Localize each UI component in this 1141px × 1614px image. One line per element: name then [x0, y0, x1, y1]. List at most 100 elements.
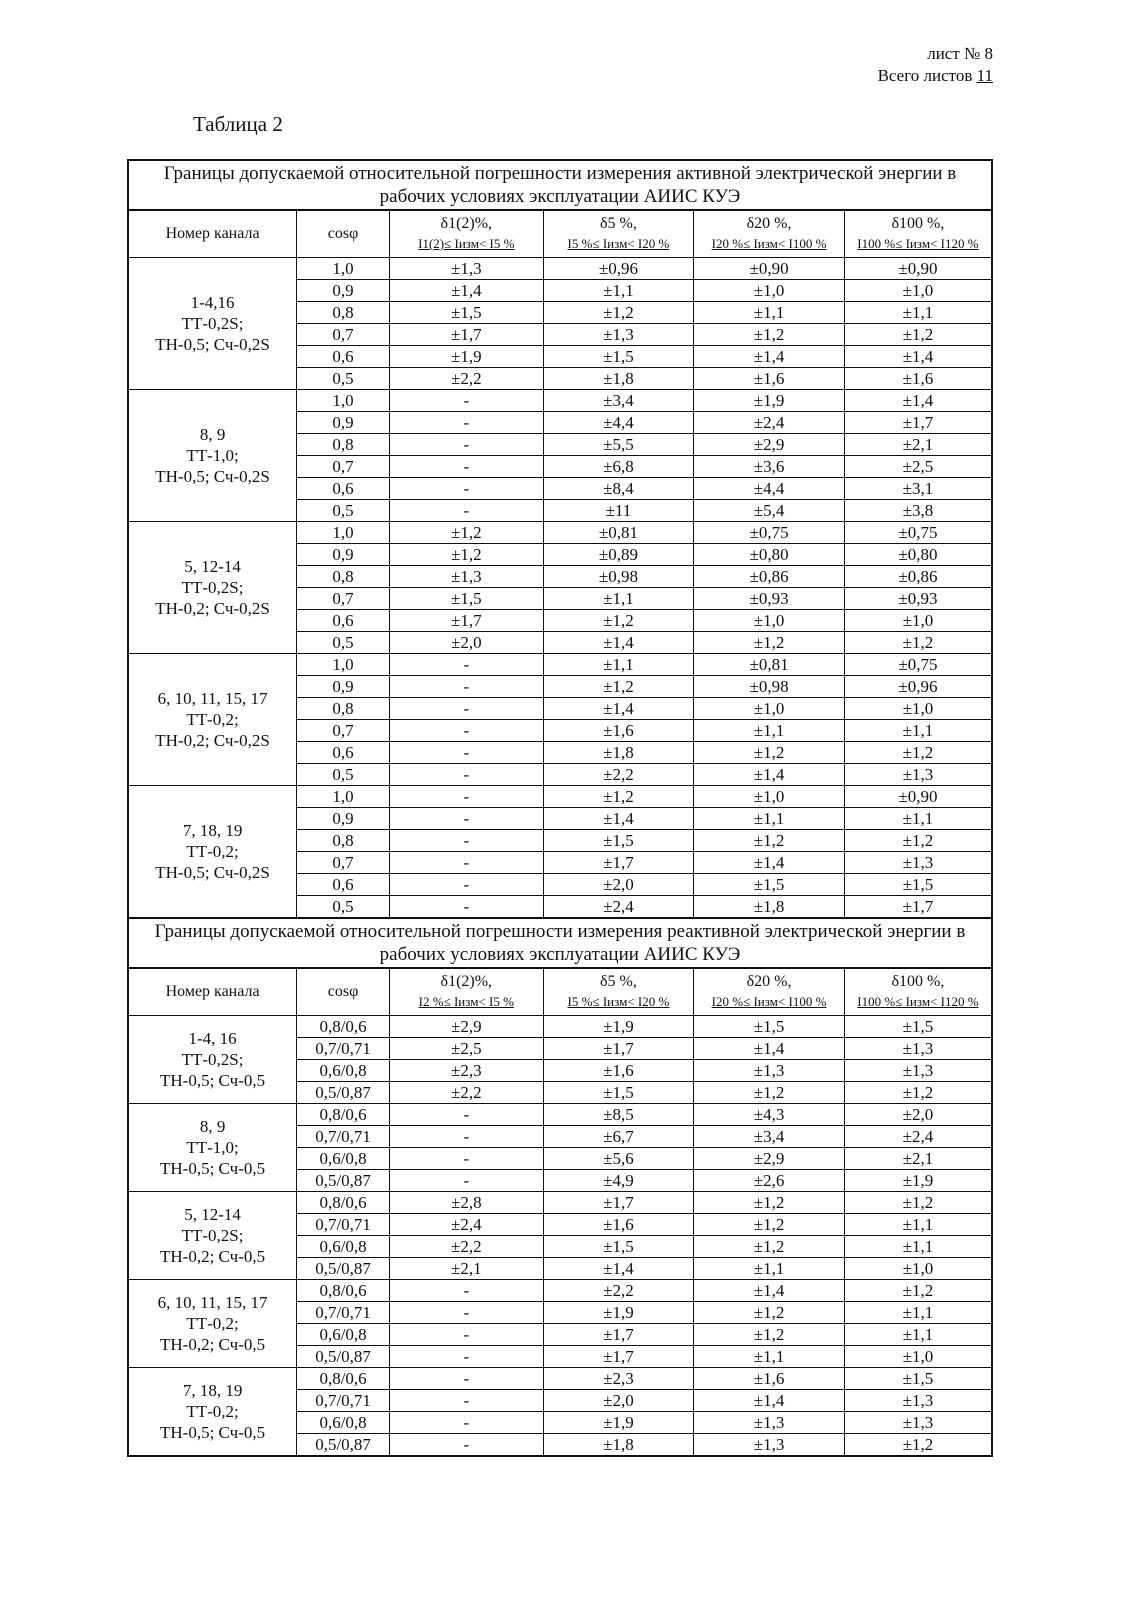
channel-cell: 5, 12-14 ТТ-0,2S; ТН-0,2; Сч-0,2S	[127, 521, 298, 654]
cosphi-cell: 0,5	[296, 763, 390, 786]
error-value-cell: ±1,2	[542, 785, 695, 808]
error-value-cell: ±0,96	[843, 675, 993, 698]
error-value-cell: ±8,4	[542, 477, 695, 500]
cosphi-cell: 0,6	[296, 477, 390, 500]
channel-line: ТТ-1,0;	[186, 446, 239, 465]
error-value-cell: ±0,81	[542, 521, 695, 544]
error-value-cell: ±1,7	[542, 1323, 695, 1346]
error-value-cell: ±2,2	[542, 763, 695, 786]
cosphi-cell: 1,0	[296, 389, 390, 412]
table-row: 0,8- ±5,5 ±2,9 ±2,1	[128, 433, 993, 456]
column-header-label: Номер канала	[165, 983, 260, 1000]
table-row: 8, 9 ТТ-1,0; ТН-0,5; Сч-0,2S 1,0- ±3,4 ±1,9 ±1…	[127, 389, 993, 522]
error-value-cell: ±1,9	[542, 1015, 695, 1038]
error-value-cell: ±1,4	[693, 1279, 845, 1302]
error-value-cell: ±2,4	[843, 1125, 993, 1148]
channel-cell: 8, 9 ТТ-1,0; ТН-0,5; Сч-0,5	[127, 1103, 298, 1192]
cosphi-cell: 0,8/0,6	[296, 1367, 390, 1390]
error-value-cell: ±1,6	[693, 367, 845, 390]
sheet-number: лист № 8	[927, 44, 993, 63]
cosphi-cell: 0,8	[296, 829, 390, 852]
error-value-cell: ±2,0	[388, 631, 544, 654]
column-header-label: δ20 %,	[746, 973, 792, 990]
table-row: 7, 18, 19 ТТ-0,2; ТН-0,5; Сч-0,2S 1,0- ±1,2 ±…	[127, 785, 993, 919]
error-value-cell: ±1,5	[542, 345, 695, 368]
cosphi-cell: 0,6/0,8	[296, 1059, 390, 1082]
error-value-cell: ±1,2	[693, 1235, 845, 1258]
error-value-cell: -	[388, 895, 544, 919]
channel-line: 5, 12-14	[184, 557, 241, 576]
error-value-cell: ±1,2	[693, 829, 845, 852]
error-value-cell: ±1,2	[693, 631, 845, 654]
cosphi-cell: 0,5/0,87	[296, 1081, 390, 1104]
cosphi-cell: 0,8	[296, 697, 390, 720]
error-value-cell: -	[388, 851, 544, 874]
column-header: δ100 %, I100 %≤ Iизм< I120 %	[843, 209, 993, 258]
error-value-cell: -	[388, 477, 544, 500]
error-value-cell: ±0,80	[843, 543, 993, 566]
table-row: 0,5 ±2,2 ±1,8 ±1,6 ±1,6	[128, 367, 993, 390]
table-row: 0,9- ±1,4 ±1,1 ±1,1	[128, 807, 993, 830]
error-value-cell: ±3,1	[843, 477, 993, 500]
cosphi-cell: 0,6	[296, 609, 390, 632]
cosphi-cell: 0,5/0,87	[296, 1345, 390, 1368]
column-header-label: Номер канала	[165, 225, 260, 242]
channel-line: ТТ-0,2;	[186, 1314, 239, 1333]
error-value-cell: ±1,2	[843, 631, 993, 654]
channel-line: 8, 9	[199, 1117, 226, 1136]
error-value-cell: ±1,6	[542, 1213, 695, 1236]
table-row: 0,9- ±4,4 ±2,4 ±1,7	[128, 411, 993, 434]
cosphi-cell: 0,8/0,6	[296, 1191, 390, 1214]
error-value-cell: ±1,2	[843, 1191, 993, 1214]
cosphi-cell: 0,6	[296, 873, 390, 896]
cosphi-cell: 0,8/0,6	[296, 1103, 390, 1126]
error-value-cell: ±1,2	[843, 1081, 993, 1104]
error-value-cell: ±1,9	[693, 389, 845, 412]
error-value-cell: ±1,6	[843, 367, 993, 390]
cosphi-cell: 0,5	[296, 631, 390, 654]
cosphi-cell: 0,9	[296, 807, 390, 830]
channel-cell: 6, 10, 11, 15, 17 ТТ-0,2; ТН-0,2; Сч-0,5	[127, 1279, 298, 1368]
error-value-cell: ±3,4	[693, 1125, 845, 1148]
error-value-cell: ±1,1	[542, 279, 695, 302]
table-row: 0,8 ±1,3 ±0,98 ±0,86 ±0,86	[128, 565, 993, 588]
table-row: 0,5/0,87- ±1,8 ±1,3 ±1,2	[128, 1433, 993, 1457]
error-value-cell: ±1,5	[542, 1081, 695, 1104]
error-value-cell: ±1,4	[542, 1257, 695, 1280]
table-row: 5, 12-14 ТТ-0,2S; ТН-0,2; Сч-0,5 0,8/0,6 ±2,…	[127, 1191, 993, 1280]
cosphi-cell: 1,0	[296, 785, 390, 808]
table-row: 6, 10, 11, 15, 17 ТТ-0,2; ТН-0,2; Сч-0,2S 1…	[127, 653, 993, 786]
cosphi-cell: 0,6/0,8	[296, 1411, 390, 1434]
error-limits-table: Границы допускаемой относительной погреш…	[127, 159, 993, 1457]
column-header: δ20 %, I20 %≤ Iизм< I100 %	[693, 209, 845, 258]
error-value-cell: ±1,3	[843, 1059, 993, 1082]
error-value-cell: ±1,2	[843, 741, 993, 764]
error-value-cell: -	[388, 1323, 544, 1346]
error-value-cell: ±1,2	[843, 323, 993, 346]
table-row: 1-4,16 ТТ-0,2S; ТН-0,5; Сч-0,2S 1,0 ±1,3 ±0,9…	[127, 257, 993, 390]
error-value-cell: ±6,8	[542, 455, 695, 478]
table-row: 0,5/0,87 ±2,2 ±1,5 ±1,2 ±1,2	[128, 1081, 993, 1104]
error-value-cell: ±1,5	[693, 873, 845, 896]
error-value-cell: ±0,93	[843, 587, 993, 610]
cosphi-cell: 0,9	[296, 411, 390, 434]
table-row: 0,6- ±8,4 ±4,4 ±3,1	[128, 477, 993, 500]
error-value-cell: ±0,75	[843, 521, 993, 544]
error-value-cell: ±2,2	[542, 1279, 695, 1302]
error-value-cell: ±0,86	[843, 565, 993, 588]
error-value-cell: ±1,4	[388, 279, 544, 302]
error-value-cell: ±1,2	[693, 741, 845, 764]
total-sheets: Всего листов 11	[878, 66, 993, 86]
error-value-cell: ±0,75	[693, 521, 845, 544]
column-header-range: I100 %≤ Iизм< I120 %	[857, 236, 979, 251]
channel-line: ТН-0,2; Сч-0,2S	[155, 731, 270, 750]
channel-line: ТН-0,2; Сч-0,5	[160, 1247, 266, 1266]
error-value-cell: ±0,98	[542, 565, 695, 588]
cosphi-cell: 0,7	[296, 587, 390, 610]
error-value-cell: ±6,7	[542, 1125, 695, 1148]
cosphi-cell: 0,6	[296, 741, 390, 764]
error-value-cell: ±2,5	[388, 1037, 544, 1060]
error-value-cell: ±1,7	[843, 411, 993, 434]
error-value-cell: ±11	[542, 499, 695, 522]
error-value-cell: ±2,6	[693, 1169, 845, 1192]
